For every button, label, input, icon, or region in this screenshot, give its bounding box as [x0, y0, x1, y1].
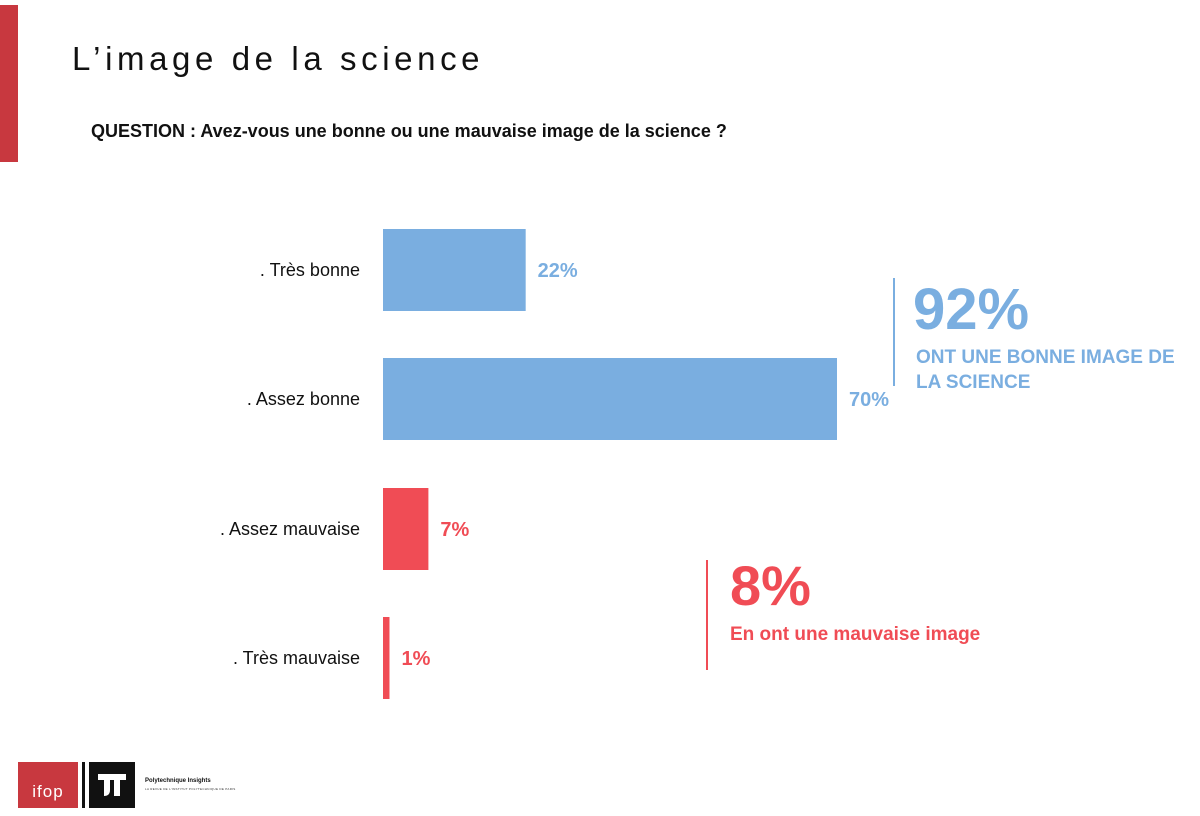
bar	[383, 229, 526, 311]
category-label: . Très bonne	[260, 260, 360, 280]
positive-summary-value: 92%	[913, 277, 1030, 342]
accent-bar	[0, 5, 18, 162]
category-label: . Assez mauvaise	[220, 519, 360, 539]
bar	[383, 617, 390, 699]
bar	[383, 358, 837, 440]
category-label: . Très mauvaise	[233, 648, 360, 668]
polytechnique-insights-tagline: LA REVUE DE L'INSTITUT POLYTECHNIQUE DE …	[145, 787, 236, 791]
value-label: 22%	[538, 260, 578, 282]
ifop-logo: ifop	[18, 762, 78, 808]
negative-summary-text: En ont une mauvaise image	[730, 624, 981, 645]
negative-summary-value: 8%	[730, 554, 811, 617]
negative-summary-rule	[706, 560, 708, 670]
value-label: 70%	[849, 389, 889, 411]
question-text: QUESTION : Avez-vous une bonne ou une ma…	[91, 121, 727, 141]
category-label: . Assez bonne	[247, 389, 360, 409]
bar	[383, 488, 429, 570]
logo-divider	[82, 762, 85, 808]
value-label: 1%	[401, 648, 430, 670]
page-title: L’image de la science	[72, 40, 485, 77]
value-label: 7%	[440, 519, 469, 541]
polytechnique-insights-name: Polytechnique Insights	[145, 778, 211, 784]
positive-summary-rule	[893, 278, 895, 386]
polytechnique-insights-logo-icon	[89, 762, 135, 808]
positive-summary-text: ONT UNE BONNE IMAGE DE LA SCIENCE	[916, 347, 1175, 393]
